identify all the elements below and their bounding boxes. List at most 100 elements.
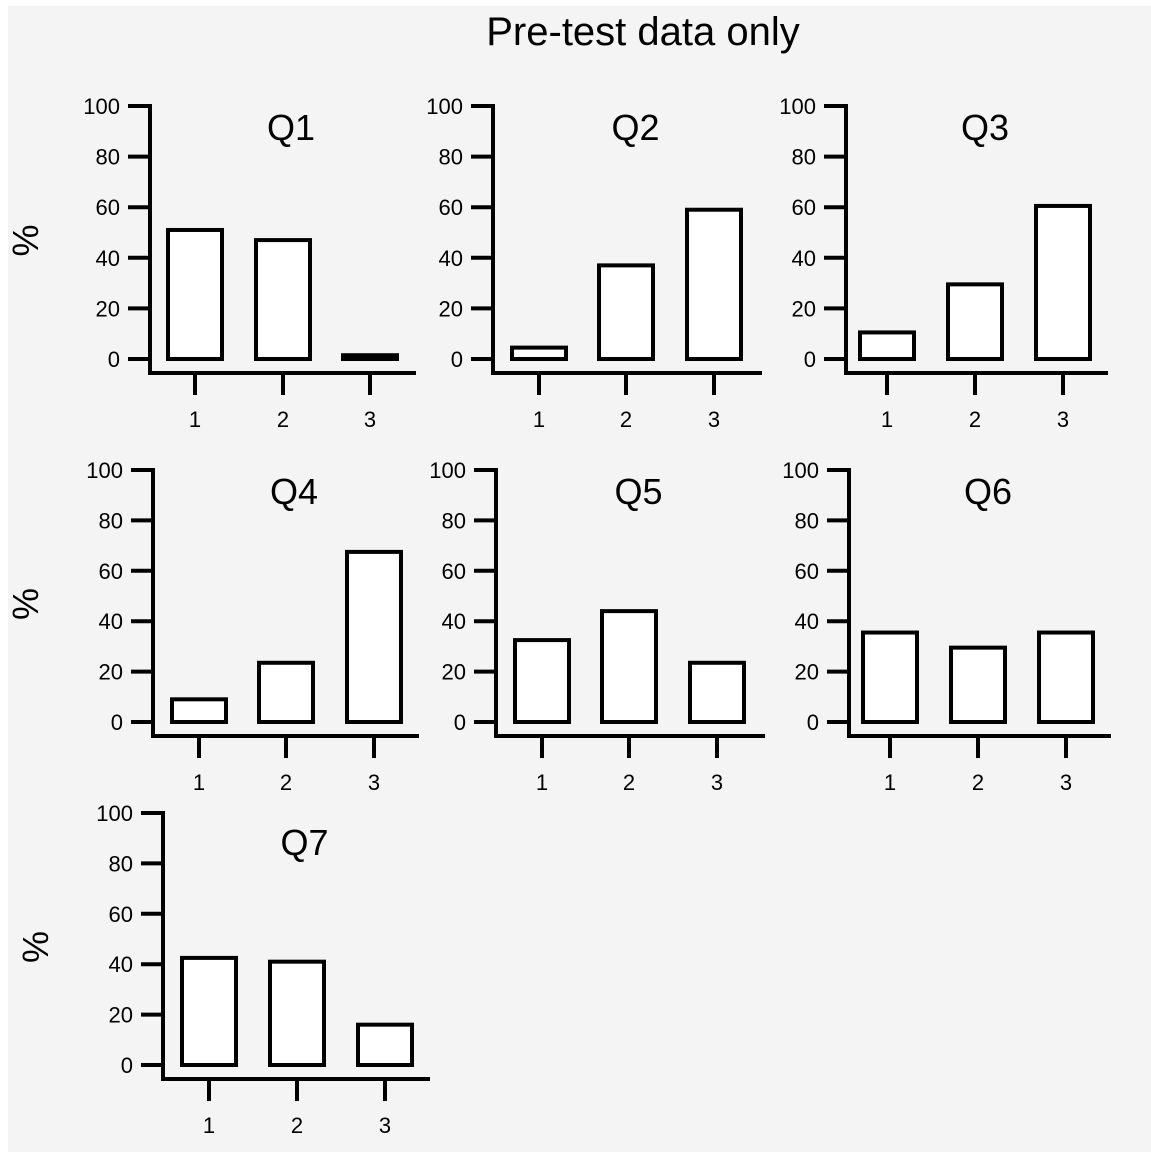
bar-1 — [510, 345, 568, 361]
y-tick-label: 60 — [795, 559, 819, 584]
y-tick-label: 40 — [109, 952, 133, 977]
y-tick-label: 80 — [442, 508, 466, 533]
y-tick-label: 80 — [795, 508, 819, 533]
y-tick-label: 60 — [439, 195, 463, 220]
panel-q3: 0 20 40 60 80 100 1 2 3 Q3 — [779, 94, 1108, 432]
y-tick-label: 40 — [795, 609, 819, 634]
y-tick-label: 100 — [83, 94, 120, 119]
y-tick-label: 40 — [439, 246, 463, 271]
x-tick-label: 2 — [280, 770, 292, 795]
y-tick-label: 20 — [96, 296, 120, 321]
panel-q1: 0 20 40 60 80 100 1 2 3 Q1% — [5, 94, 416, 432]
y-tick-label: 60 — [792, 195, 816, 220]
y-tick-label: 20 — [795, 660, 819, 685]
bar-1 — [861, 630, 919, 724]
y-tick-label: 40 — [792, 246, 816, 271]
x-tick-label: 2 — [291, 1113, 303, 1138]
bar-2 — [257, 660, 315, 725]
panel-title: Q6 — [964, 471, 1012, 512]
y-tick-label: 100 — [779, 94, 816, 119]
y-tick-label: 0 — [121, 1053, 133, 1078]
bar-3 — [345, 549, 403, 725]
y-tick-label: 0 — [804, 347, 816, 372]
bar-3 — [685, 207, 743, 361]
x-tick-label: 2 — [969, 407, 981, 432]
x-tick-label: 2 — [620, 407, 632, 432]
panel-title: Q7 — [280, 822, 328, 863]
panel-title: Q3 — [961, 107, 1009, 148]
y-tick-label: 80 — [96, 145, 120, 170]
bar-3 — [1034, 203, 1092, 361]
y-tick-label: 80 — [792, 145, 816, 170]
panel-q4: 0 20 40 60 80 100 1 2 3 Q4% — [5, 458, 419, 795]
y-tick-label: 20 — [439, 296, 463, 321]
y-tick-label: 0 — [451, 347, 463, 372]
x-tick-label: 1 — [884, 770, 896, 795]
bar-1 — [170, 697, 228, 725]
bar-1 — [858, 330, 916, 361]
panel-title: Q2 — [611, 107, 659, 148]
x-tick-label: 2 — [972, 770, 984, 795]
x-tick-label: 1 — [203, 1113, 215, 1138]
bar-1 — [166, 227, 224, 361]
bar-1 — [180, 955, 238, 1068]
y-tick-label: 60 — [442, 559, 466, 584]
y-tick-label: 20 — [442, 660, 466, 685]
y-tick-label: 60 — [99, 559, 123, 584]
y-tick-label: 0 — [111, 710, 123, 735]
y-tick-label: 20 — [99, 660, 123, 685]
x-tick-label: 3 — [1060, 770, 1072, 795]
x-tick-label: 3 — [368, 770, 380, 795]
y-tick-label: 0 — [807, 710, 819, 735]
y-axis-label: % — [5, 224, 46, 256]
x-tick-label: 2 — [277, 407, 289, 432]
x-tick-label: 3 — [379, 1113, 391, 1138]
y-tick-label: 20 — [109, 1003, 133, 1028]
y-tick-label: 100 — [426, 94, 463, 119]
y-tick-label: 40 — [96, 246, 120, 271]
x-tick-label: 1 — [533, 407, 545, 432]
panel-q7: 0 20 40 60 80 100 1 2 3 Q7% — [15, 801, 430, 1138]
y-axis-label: % — [15, 931, 56, 963]
y-tick-label: 40 — [442, 609, 466, 634]
y-tick-label: 100 — [429, 458, 466, 483]
y-axis-label: % — [5, 588, 46, 620]
y-tick-label: 60 — [109, 902, 133, 927]
x-tick-label: 1 — [189, 407, 201, 432]
panel-q5: 0 20 40 60 80 100 1 2 3 Q5 — [429, 458, 765, 795]
x-tick-label: 1 — [193, 770, 205, 795]
y-tick-label: 40 — [99, 609, 123, 634]
bar-2 — [949, 645, 1007, 724]
bar-2 — [254, 238, 312, 361]
x-tick-label: 3 — [364, 407, 376, 432]
x-tick-label: 1 — [881, 407, 893, 432]
y-tick-label: 100 — [86, 458, 123, 483]
y-tick-label: 80 — [99, 508, 123, 533]
panel-title: Q5 — [614, 471, 662, 512]
x-tick-label: 3 — [708, 407, 720, 432]
bar-3 — [341, 353, 399, 361]
bar-3 — [1037, 630, 1095, 724]
panel-title: Q4 — [270, 471, 318, 512]
x-tick-label: 3 — [1057, 407, 1069, 432]
panel-q6: 0 20 40 60 80 100 1 2 3 Q6 — [782, 458, 1111, 795]
panel-title: Q1 — [267, 107, 315, 148]
y-tick-label: 80 — [109, 851, 133, 876]
bar-3 — [356, 1022, 414, 1068]
bar-2 — [597, 263, 655, 362]
bar-2 — [946, 282, 1004, 361]
bar-1 — [513, 638, 571, 724]
y-tick-label: 0 — [108, 347, 120, 372]
x-tick-label: 2 — [623, 770, 635, 795]
y-tick-label: 20 — [792, 296, 816, 321]
y-tick-label: 60 — [96, 195, 120, 220]
bar-2 — [600, 609, 658, 724]
panel-q2: 0 20 40 60 80 100 1 2 3 Q2 — [426, 94, 762, 432]
y-tick-label: 80 — [439, 145, 463, 170]
bar-2 — [268, 959, 326, 1067]
y-tick-label: 100 — [96, 801, 133, 826]
x-tick-label: 1 — [536, 770, 548, 795]
bar-3 — [688, 660, 746, 725]
figure-title: Pre-test data only — [486, 10, 800, 54]
